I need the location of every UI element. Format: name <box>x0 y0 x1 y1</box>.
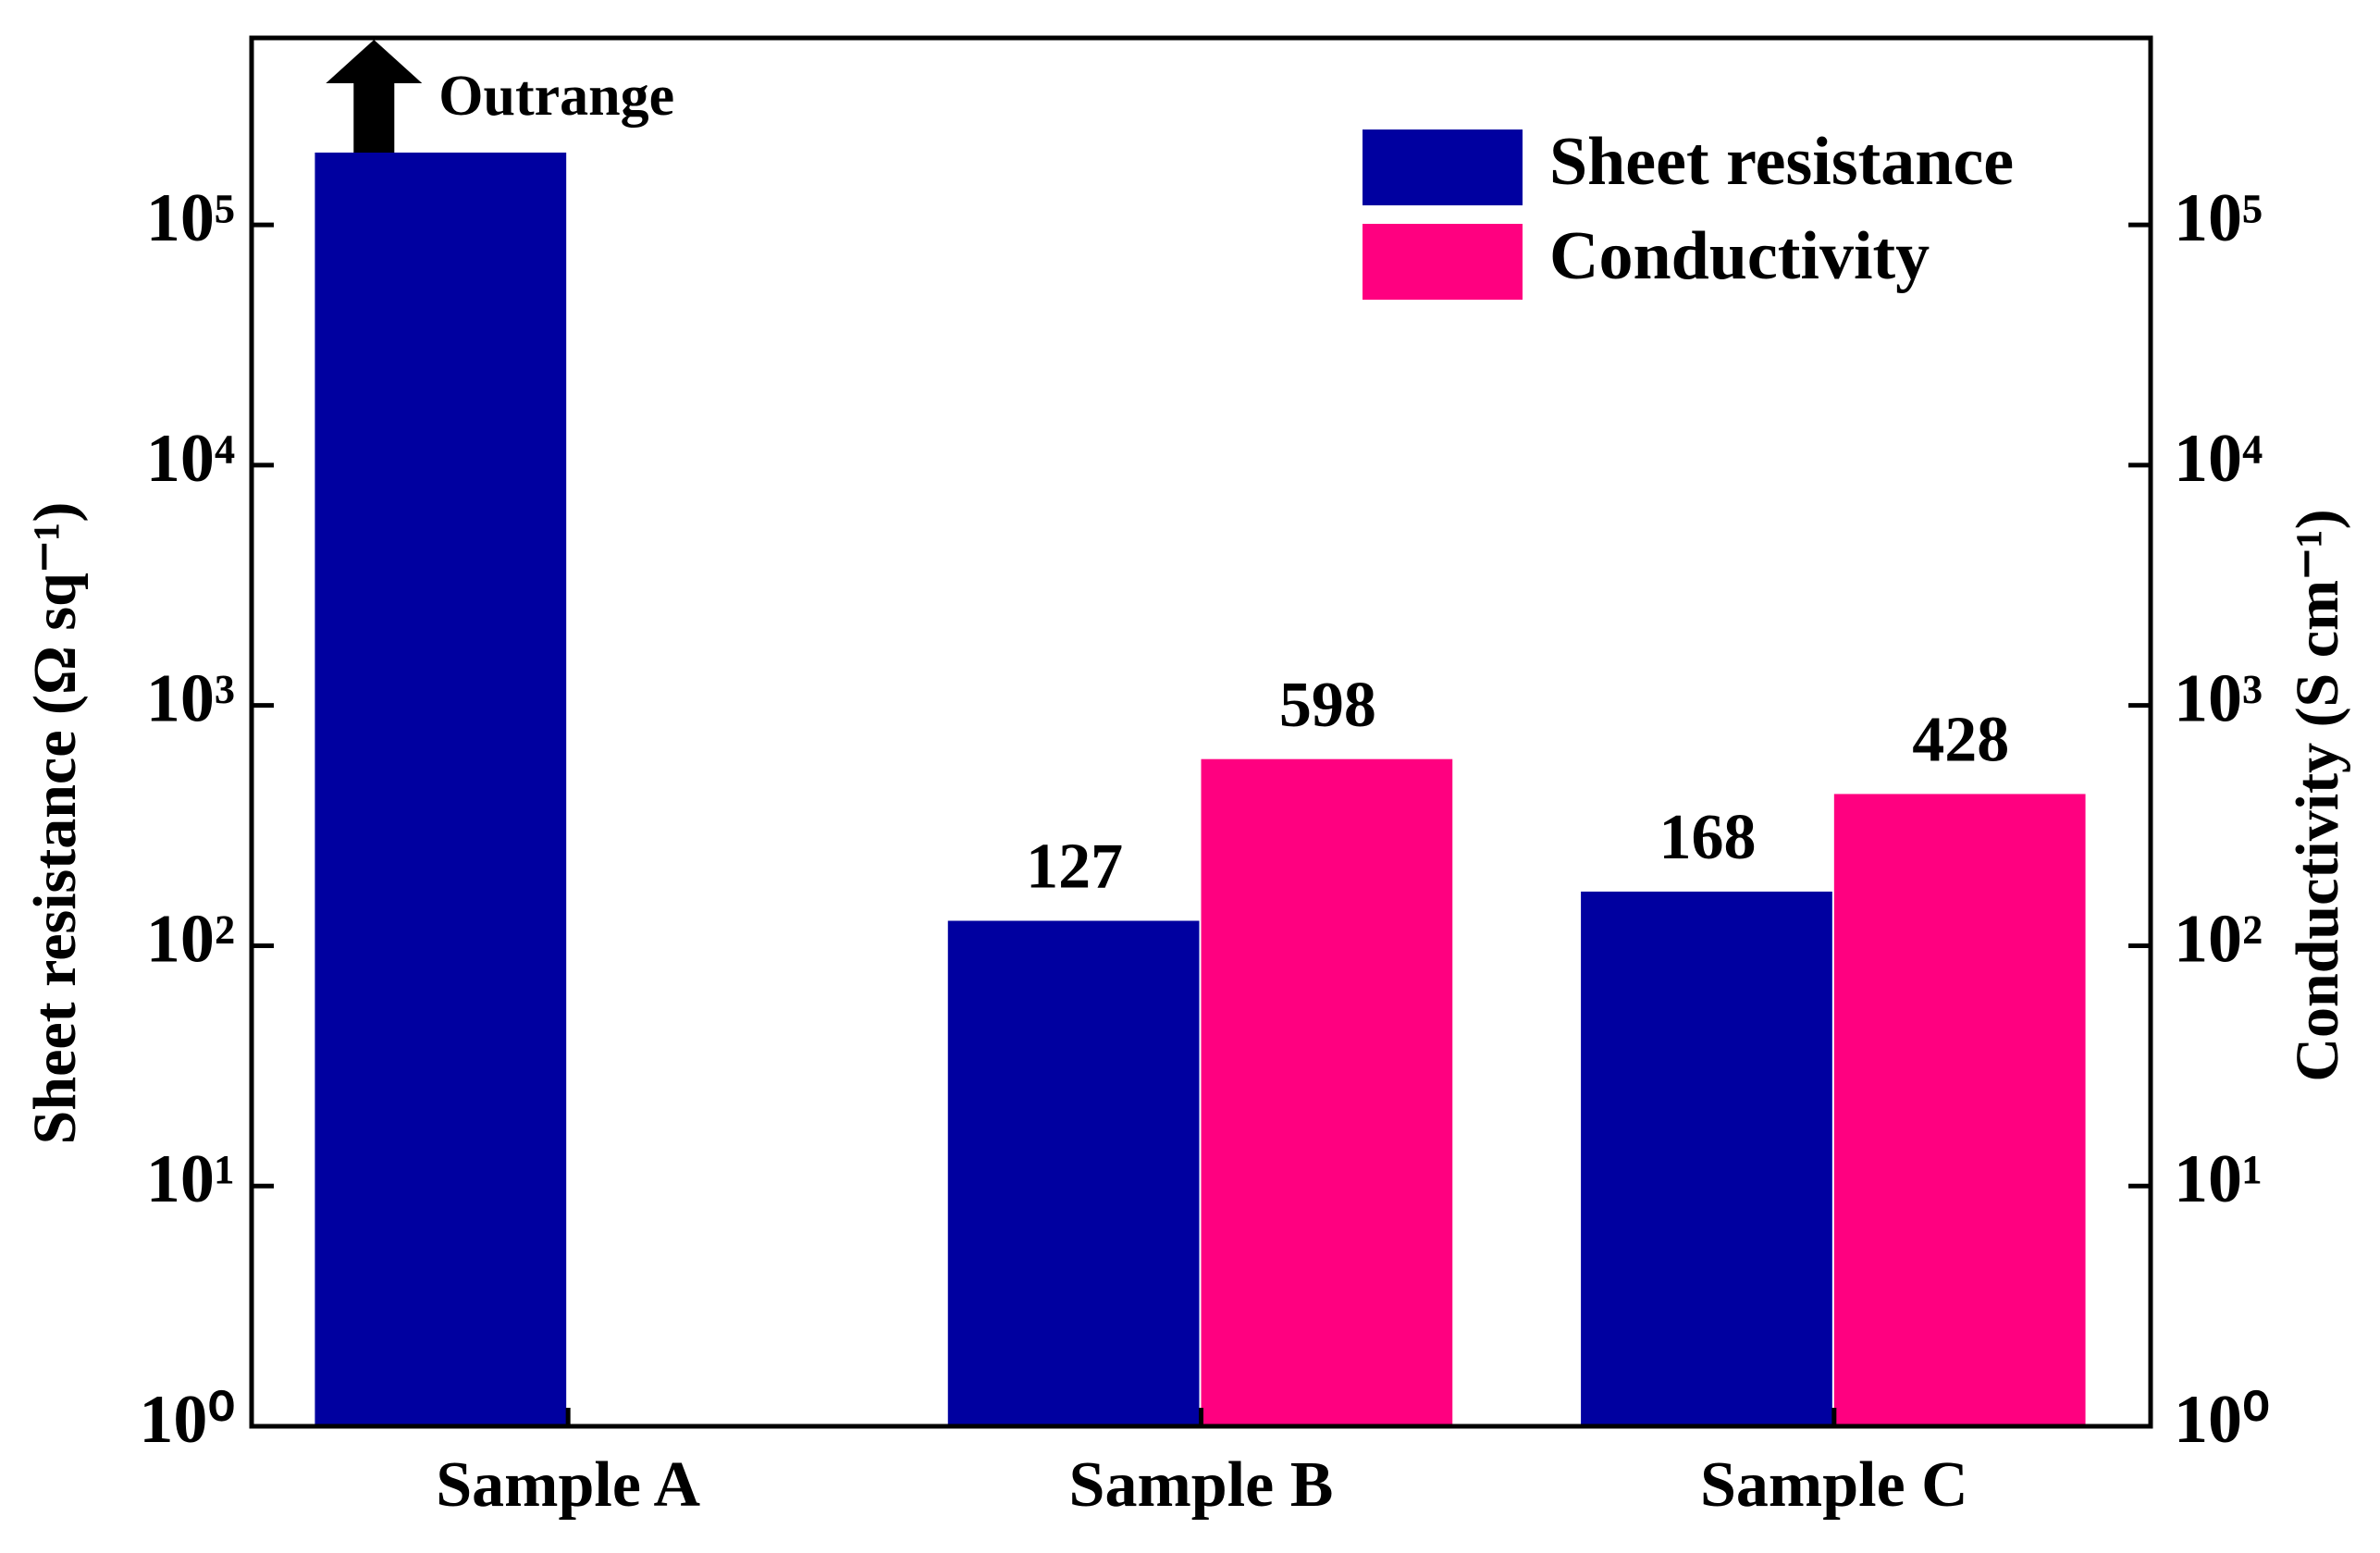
y2-tick-label: 10⁰ <box>2174 1382 2270 1458</box>
x-tick-label: Sample A <box>436 1449 700 1521</box>
legend-swatch <box>1363 129 1523 205</box>
bar <box>1201 758 1453 1426</box>
bar <box>1581 891 1832 1426</box>
legend-label: Conductivity <box>1549 218 1930 294</box>
value-label: 428 <box>1912 704 2009 775</box>
y2-tick-label: 10¹ <box>2174 1141 2263 1217</box>
value-label: 127 <box>1026 832 1123 903</box>
annotation: Outrange <box>438 65 674 128</box>
y-axis-title: Sheet resistance (Ω sq⁻¹) <box>21 502 89 1145</box>
y-tick-label: 10⁵ <box>146 180 235 256</box>
y2-tick-label: 10⁴ <box>2174 421 2263 497</box>
y-tick-label: 10⁴ <box>146 421 235 497</box>
y-tick-label: 10⁰ <box>139 1382 235 1458</box>
y2-tick-label: 10² <box>2174 901 2263 977</box>
y2-tick-label: 10³ <box>2174 661 2263 737</box>
value-label: 598 <box>1279 670 1376 741</box>
legend-swatch <box>1363 224 1523 300</box>
bar <box>947 920 1200 1426</box>
y2-axis-title: Conductivity (S cm⁻¹) <box>2284 509 2351 1081</box>
y2-tick-label: 10⁵ <box>2174 180 2263 256</box>
y-tick-label: 10³ <box>146 661 235 737</box>
bar <box>1833 794 2086 1426</box>
value-label: 168 <box>1659 802 1756 873</box>
y-tick-label: 10¹ <box>146 1141 235 1217</box>
y-tick-label: 10² <box>146 901 235 977</box>
bar <box>314 152 567 1426</box>
x-tick-label: Sample B <box>1069 1449 1334 1521</box>
x-tick-label: Sample C <box>1700 1449 1968 1521</box>
legend-label: Sheet resistance <box>1549 124 2014 200</box>
outrange-arrow <box>326 39 423 153</box>
